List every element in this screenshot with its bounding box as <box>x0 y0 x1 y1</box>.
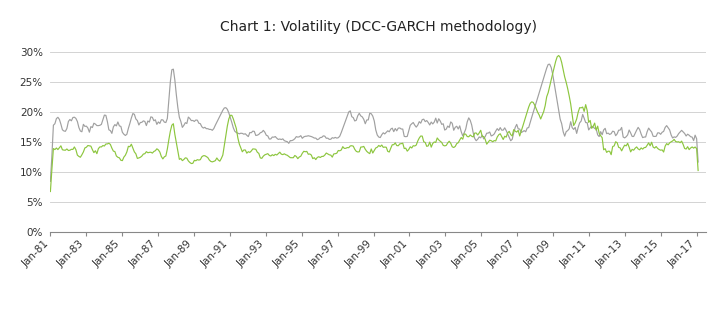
Title: Chart 1: Volatility (DCC-GARCH methodology): Chart 1: Volatility (DCC-GARCH methodolo… <box>220 21 536 34</box>
Legend: FTSE NAREIT All U.S. Equity REITs, Russell 2000 Value: FTSE NAREIT All U.S. Equity REITs, Russe… <box>109 326 490 331</box>
